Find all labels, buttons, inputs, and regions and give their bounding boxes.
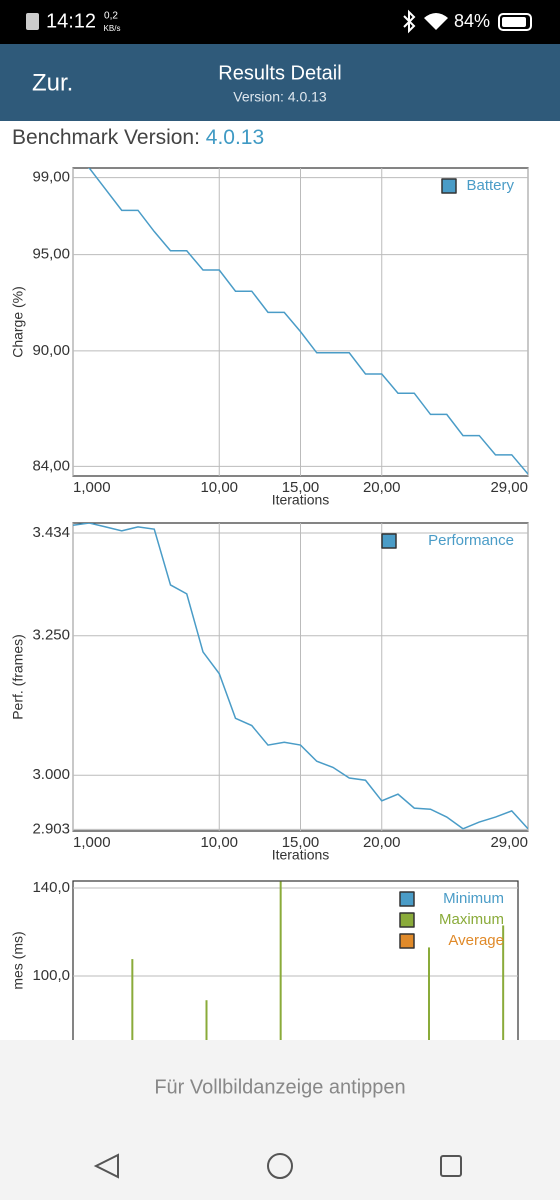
legend-label: Minimum xyxy=(443,890,504,907)
y-tick-label: 3.250 xyxy=(32,627,70,644)
legend-swatch xyxy=(381,533,397,549)
bar xyxy=(279,881,282,1108)
fullscreen-hint[interactable]: Für Vollbildanzeige antippen xyxy=(154,1076,405,1098)
net-speed: 0,2 xyxy=(104,11,118,22)
notification-icon xyxy=(26,13,39,30)
legend-swatch xyxy=(399,891,415,907)
x-axis-label: Iterations xyxy=(272,847,330,863)
y-axis-label: Charge (%) xyxy=(10,286,26,358)
y-tick-label: 3.434 xyxy=(32,524,70,541)
x-tick-label: 10,00 xyxy=(200,479,238,496)
title: Results Detail xyxy=(218,62,341,84)
status-bar xyxy=(0,0,560,44)
bar xyxy=(502,925,505,1108)
series-line xyxy=(73,523,528,830)
y-tick-label: 140,0 xyxy=(32,879,70,896)
y-tick-label: 99,00 xyxy=(32,169,70,186)
overlay[interactable]: Für Vollbildanzeige antippen xyxy=(0,1040,560,1200)
x-tick-label: 10,00 xyxy=(200,834,238,851)
benchmark-value: 4.0.13 xyxy=(206,126,264,149)
x-tick-label: 15,00 xyxy=(282,479,320,496)
nav-home[interactable] xyxy=(267,1153,293,1179)
legend-label: Average xyxy=(448,932,504,949)
wifi-icon xyxy=(424,13,448,30)
legend-label: Maximum xyxy=(439,911,504,928)
x-tick-label: 29,00 xyxy=(490,834,528,851)
y-tick-label: 100,0 xyxy=(32,967,70,984)
back-button[interactable]: Zur. xyxy=(32,69,73,96)
overlay-bg xyxy=(0,1040,560,1200)
battery-text: 84% xyxy=(454,11,490,31)
legend-swatch xyxy=(441,178,457,194)
plot-marks xyxy=(73,523,528,830)
x-axis-label: Iterations xyxy=(272,492,330,508)
chart: 99,00 95,00 90,00 84,001,000 10,00 15,00 20,00… xyxy=(10,167,529,508)
bluetooth-icon xyxy=(403,9,416,34)
series-line xyxy=(87,168,528,475)
app-bar xyxy=(0,44,560,121)
y-axis-label: Perf. (frames) xyxy=(10,634,26,720)
y-tick-label: 95,00 xyxy=(32,246,70,263)
nav-recent[interactable] xyxy=(440,1155,462,1177)
benchmark-label: Benchmark Version: xyxy=(12,126,200,149)
x-tick-label: 20,00 xyxy=(363,479,401,496)
y-tick-label: 2.903 xyxy=(32,820,70,837)
legend-swatch xyxy=(399,933,415,949)
legend-label: Performance xyxy=(428,532,514,549)
battery-level xyxy=(502,17,526,27)
y-tick-label: 84,00 xyxy=(32,457,70,474)
y-tick-label: 3.000 xyxy=(32,766,70,783)
bar xyxy=(428,947,430,1108)
net-unit: KB/s xyxy=(104,24,121,33)
plot-marks xyxy=(87,168,528,475)
x-tick-label: 1,000 xyxy=(73,479,111,496)
legend-swatch xyxy=(399,912,415,928)
y-tick-label: 90,00 xyxy=(32,342,70,359)
subtitle: Version: 4.0.13 xyxy=(233,89,327,105)
benchmark-version: Benchmark Version: 4.0.13 xyxy=(12,126,264,149)
battery-icon xyxy=(498,13,532,31)
x-tick-label: 15,00 xyxy=(282,834,320,851)
bar xyxy=(131,959,134,1108)
x-tick-label: 29,00 xyxy=(490,479,528,496)
x-tick-label: 1,000 xyxy=(73,834,111,851)
nav-back[interactable] xyxy=(93,1153,119,1179)
x-tick-label: 20,00 xyxy=(363,834,401,851)
clock: 14:12 xyxy=(46,10,96,32)
y-axis-label: mes (ms) xyxy=(10,931,26,989)
legend-label: Battery xyxy=(466,177,514,194)
